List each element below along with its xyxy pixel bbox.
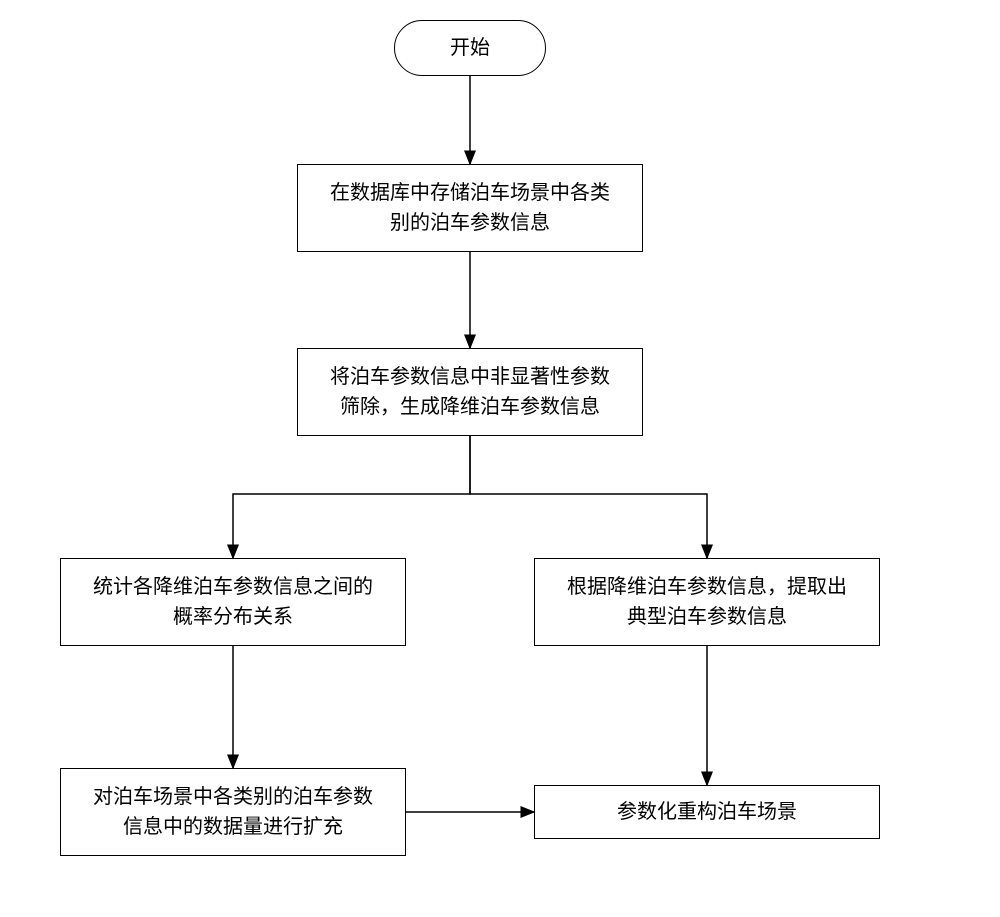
start-label: 开始 (450, 33, 490, 63)
flowchart-node-expand-data: 对泊车场景中各类别的泊车参数 信息中的数据量进行扩充 (60, 768, 406, 856)
flowchart-node-probability-distribution: 统计各降维泊车参数信息之间的 概率分布关系 (60, 558, 406, 646)
flowchart-node-store-params: 在数据库中存储泊车场景中各类 别的泊车参数信息 (297, 164, 643, 252)
edge-n2-to-n3 (233, 436, 470, 558)
node-label: 参数化重构泊车场景 (617, 797, 797, 827)
node-label: 在数据库中存储泊车场景中各类 别的泊车参数信息 (330, 178, 610, 238)
flowchart-node-filter-params: 将泊车参数信息中非显著性参数 筛除，生成降维泊车参数信息 (297, 348, 643, 436)
node-label: 对泊车场景中各类别的泊车参数 信息中的数据量进行扩充 (93, 782, 373, 842)
node-label: 统计各降维泊车参数信息之间的 概率分布关系 (93, 572, 373, 632)
node-label: 将泊车参数信息中非显著性参数 筛除，生成降维泊车参数信息 (330, 362, 610, 422)
flowchart-start-node: 开始 (394, 20, 546, 76)
flowchart-node-extract-typical: 根据降维泊车参数信息，提取出 典型泊车参数信息 (534, 558, 880, 646)
flowchart-node-reconstruct-scene: 参数化重构泊车场景 (534, 785, 880, 839)
node-label: 根据降维泊车参数信息，提取出 典型泊车参数信息 (567, 572, 847, 632)
edge-n2-to-n4 (470, 436, 707, 558)
